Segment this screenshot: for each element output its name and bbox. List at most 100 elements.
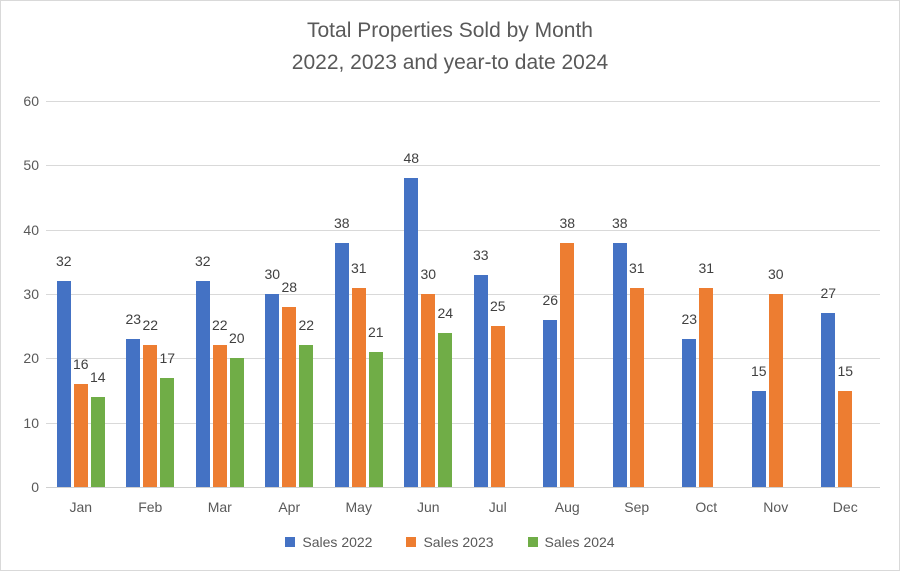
y-tick-label-40: 40 <box>23 221 39 238</box>
gridline-50 <box>46 165 880 167</box>
bar-sales-2022-sep <box>612 242 627 487</box>
x-axis-label-mar: Mar <box>207 499 232 515</box>
bar-sales-2024-jan <box>90 396 105 487</box>
data-label-sales-2023-jan: 16 <box>72 356 89 373</box>
bar-sales-2023-jun <box>421 294 436 487</box>
bar-sales-2022-apr <box>265 294 280 487</box>
legend-item-sales-2024: Sales 2024 <box>527 534 615 550</box>
bar-sales-2022-feb <box>126 339 141 487</box>
data-label-sales-2023-aug: 38 <box>559 214 576 231</box>
gridline-40 <box>46 229 880 231</box>
gridline-20 <box>46 358 880 360</box>
bar-sales-2023-sep <box>629 287 644 487</box>
data-label-sales-2022-jan: 32 <box>55 253 72 270</box>
data-label-sales-2022-jul: 33 <box>472 246 489 263</box>
data-label-sales-2023-oct: 31 <box>698 259 715 276</box>
legend: Sales 2022 Sales 2023 Sales 2024 <box>1 534 899 550</box>
gridline-10 <box>46 422 880 424</box>
data-label-sales-2022-nov: 15 <box>750 362 767 379</box>
data-label-sales-2023-feb: 22 <box>142 317 159 334</box>
legend-swatch-sales-2023 <box>406 537 417 547</box>
legend-item-sales-2023: Sales 2023 <box>406 534 494 550</box>
x-axis-label-jun: Jun <box>416 499 440 515</box>
bar-sales-2022-may <box>334 242 349 487</box>
chart-title-line1: Total Properties Sold by Month <box>307 19 593 42</box>
x-axis-label-aug: Aug <box>554 499 580 515</box>
y-tick-label-20: 20 <box>23 350 39 367</box>
data-label-sales-2023-dec: 15 <box>837 362 854 379</box>
bar-sales-2022-jul <box>473 274 488 487</box>
y-tick-label-60: 60 <box>23 93 39 109</box>
bar-sales-2023-jan <box>73 384 88 487</box>
data-label-sales-2024-jun: 24 <box>437 304 454 321</box>
x-axis-label-dec: Dec <box>832 499 858 515</box>
bar-sales-2024-mar <box>229 358 244 487</box>
legend-label-sales-2024: Sales 2024 <box>544 534 615 550</box>
bar-sales-2022-mar <box>195 281 210 487</box>
data-label-sales-2022-feb: 23 <box>125 311 142 328</box>
legend-swatch-sales-2022 <box>285 537 296 547</box>
bar-sales-2023-dec <box>838 390 853 487</box>
data-label-sales-2022-apr: 30 <box>264 266 281 282</box>
x-axis-label-sep: Sep <box>624 499 650 515</box>
data-label-sales-2022-sep: 38 <box>611 214 628 231</box>
x-axis-label-oct: Oct <box>695 499 718 515</box>
data-label-sales-2023-sep: 31 <box>628 259 645 276</box>
bar-sales-2022-nov <box>751 390 766 487</box>
data-label-sales-2024-apr: 22 <box>298 317 315 334</box>
bar-sales-2023-nov <box>768 294 783 487</box>
legend-label-sales-2023: Sales 2023 <box>423 534 494 550</box>
bar-sales-2024-feb <box>160 377 175 487</box>
y-tick-label-10: 10 <box>23 414 39 431</box>
data-label-sales-2024-may: 21 <box>367 323 384 340</box>
bar-sales-2023-oct <box>699 287 714 487</box>
bar-sales-2023-may <box>351 287 366 487</box>
data-label-sales-2022-mar: 32 <box>194 253 211 270</box>
data-label-sales-2024-jan: 14 <box>89 368 106 385</box>
data-label-sales-2022-jun: 48 <box>403 150 420 167</box>
data-label-sales-2023-mar: 22 <box>211 317 228 334</box>
data-label-sales-2023-nov: 30 <box>767 266 784 282</box>
legend-item-sales-2022: Sales 2022 <box>285 534 372 550</box>
legend-label-sales-2022: Sales 2022 <box>302 534 373 550</box>
bar-sales-2022-dec <box>821 313 836 487</box>
legend-swatch-sales-2024 <box>527 537 538 547</box>
x-axis-label-jul: Jul <box>488 499 507 515</box>
data-label-sales-2023-apr: 28 <box>281 278 298 295</box>
data-label-sales-2022-may: 38 <box>333 214 350 231</box>
bar-sales-2022-jun <box>404 178 419 487</box>
bar-sales-2023-feb <box>143 345 158 487</box>
bar-sales-2022-aug <box>543 319 558 487</box>
bar-sales-2022-oct <box>682 339 697 487</box>
bar-sales-2024-may <box>368 351 383 487</box>
x-axis-label-feb: Feb <box>138 499 163 515</box>
data-label-sales-2023-jun: 30 <box>420 266 437 282</box>
data-label-sales-2023-may: 31 <box>350 259 367 276</box>
data-label-sales-2022-aug: 26 <box>542 291 559 308</box>
gridline-30 <box>46 294 880 295</box>
y-tick-label-0: 0 <box>31 479 39 495</box>
bar-sales-2023-aug <box>560 242 575 487</box>
data-label-sales-2024-feb: 17 <box>159 349 176 366</box>
x-axis-label-may: May <box>345 499 372 515</box>
bar-sales-2022-jan <box>56 281 71 487</box>
x-axis-label-jan: Jan <box>69 499 93 515</box>
y-tick-label-50: 50 <box>23 157 39 174</box>
x-axis-line <box>46 487 880 488</box>
data-label-sales-2022-dec: 27 <box>820 285 837 302</box>
x-axis-label-nov: Nov <box>763 499 789 515</box>
gridline-60 <box>46 101 880 102</box>
data-label-sales-2023-jul: 25 <box>489 298 506 315</box>
bar-sales-2023-jul <box>490 326 505 487</box>
chart-title: Total Properties Sold by Month 2022, 202… <box>1 15 899 79</box>
bar-sales-2024-jun <box>438 332 453 487</box>
data-label-sales-2024-mar: 20 <box>228 330 245 347</box>
data-label-sales-2022-oct: 23 <box>681 311 698 328</box>
y-tick-label-30: 30 <box>23 286 39 302</box>
bar-sales-2023-mar <box>212 345 227 487</box>
bar-sales-2023-apr <box>282 306 297 487</box>
x-axis-label-apr: Apr <box>278 499 301 515</box>
chart-title-line2: 2022, 2023 and year-to date 2024 <box>291 51 609 74</box>
bar-sales-2024-apr <box>299 345 314 487</box>
